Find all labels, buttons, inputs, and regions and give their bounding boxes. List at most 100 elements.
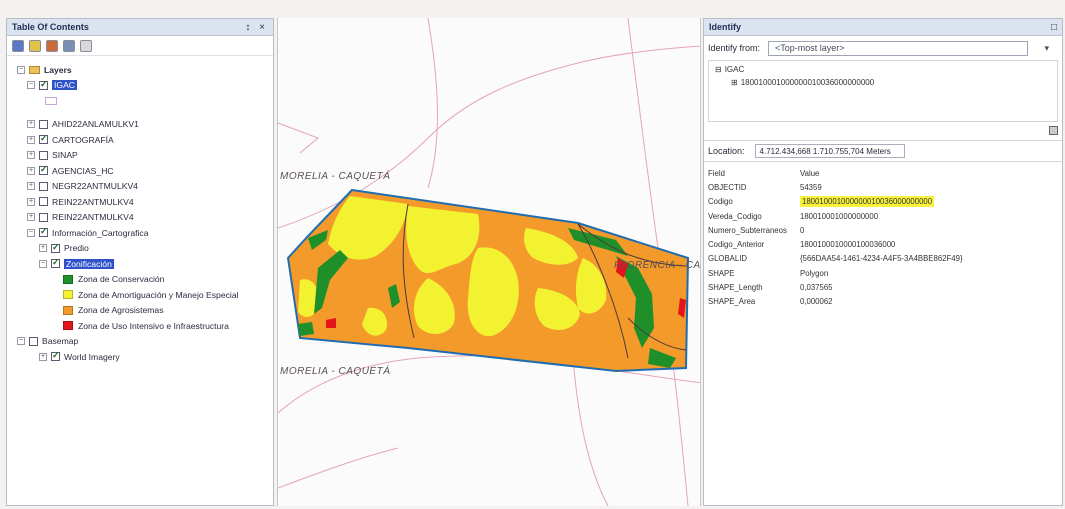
layer-checkbox[interactable] <box>39 181 48 191</box>
attribute-row[interactable]: OBJECTID 54359 <box>708 180 1058 194</box>
collapse-icon[interactable]: − <box>27 81 35 90</box>
attribute-field: SHAPE <box>708 268 735 278</box>
expand-icon[interactable]: + <box>27 120 35 129</box>
layer-item[interactable]: + NEGR22ANTMULKV4 <box>17 179 273 195</box>
expand-icon[interactable]: + <box>27 197 35 206</box>
location-label: Location: <box>708 146 745 156</box>
layer-item[interactable]: + REIN22ANTMULKV4 <box>17 210 273 226</box>
layer-label: REIN22ANTMULKV4 <box>52 212 134 223</box>
layer-checkbox[interactable] <box>39 133 48 145</box>
layer-checkbox[interactable] <box>51 350 60 362</box>
map-label-right: FLORENCIA - CAQ <box>614 260 701 271</box>
expand-icon[interactable]: + <box>27 213 35 222</box>
identify-from-select[interactable]: <Top-most layer> ▾ <box>768 40 1049 56</box>
identify-from-value: <Top-most layer> <box>775 43 845 53</box>
legend-item: Zona de Amortiguación y Manejo Especial <box>17 287 273 303</box>
legend-swatch <box>63 290 73 300</box>
layers-label: Layers <box>44 64 72 75</box>
attribute-row[interactable]: SHAPE_Length 0,037565 <box>708 280 1058 294</box>
layer-checkbox[interactable] <box>39 150 48 160</box>
collapse-icon[interactable]: − <box>27 228 35 237</box>
legend-label: Zona de Agrosistemas <box>78 305 164 316</box>
attribute-value: 180010001000000000 <box>800 211 879 221</box>
attribute-field: Codigo_Anterior <box>708 240 765 250</box>
map-label-top: MORELIA - CAQUETÁ <box>280 171 391 182</box>
attribute-row[interactable]: Codigo 180010001000000010036000000000 <box>708 195 1058 209</box>
options-button[interactable] <box>1049 126 1058 135</box>
collapse-icon[interactable]: − <box>39 259 47 268</box>
igac-symbol-swatch <box>45 96 57 105</box>
legend-label: Zona de Amortiguación y Manejo Especial <box>78 289 239 300</box>
attribute-value: {566DAA54-1461-4234-A4F5-3A4BBE862F49} <box>800 254 963 264</box>
attribute-row[interactable]: Numero_Subterraneos 0 <box>708 223 1058 237</box>
layer-checkbox[interactable] <box>39 164 48 176</box>
zona-amortiguacion-patches <box>298 196 607 337</box>
layer-item[interactable]: + CARTOGRAFÍA <box>17 132 273 148</box>
layer-igac[interactable]: − IGAC <box>17 78 273 94</box>
list-by-source-icon[interactable] <box>29 39 41 52</box>
legend-swatch <box>63 305 73 315</box>
attribute-field: Codigo <box>708 197 733 207</box>
layer-label: World Imagery <box>64 351 120 362</box>
layer-info-cartografica[interactable]: − Información_Cartografica <box>17 225 273 241</box>
collapse-icon[interactable]: ⊟ <box>715 65 722 74</box>
layer-zonificacion[interactable]: − Zonificación <box>17 256 273 272</box>
result-feature[interactable]: ⊞ 180010001000000010036000000000 <box>715 76 1051 89</box>
legend-item: Zona de Conservación <box>17 272 273 288</box>
expand-icon[interactable]: + <box>39 352 47 361</box>
layer-checkbox[interactable] <box>39 119 48 129</box>
result-root[interactable]: ⊟ IGAC <box>715 63 1051 76</box>
attribute-field: SHAPE_Length <box>708 283 763 293</box>
layer-basemap[interactable]: − Basemap <box>17 334 273 350</box>
layer-predio[interactable]: + Predio <box>17 241 273 257</box>
result-root-label: IGAC <box>724 65 745 74</box>
attribute-row[interactable]: GLOBALID {566DAA54-1461-4234-A4F5-3A4BBE8… <box>708 252 1058 266</box>
layer-tree: − Layers − IGAC + AHID22ANLAMULKV1 + CARTOG… <box>7 56 273 365</box>
map-view[interactable]: MORELIA - CAQUETÁ FLORENCIA - CAQ MORELI… <box>277 18 701 506</box>
attribute-row[interactable]: SHAPE Polygon <box>708 266 1058 280</box>
map-label-bottom: MORELIA - CAQUETÁ <box>280 366 391 377</box>
layer-checkbox[interactable] <box>39 212 48 222</box>
layer-checkbox[interactable] <box>39 226 48 238</box>
map-canvas[interactable] <box>278 18 701 506</box>
collapse-icon[interactable]: − <box>17 65 25 74</box>
attribute-value: 54359 <box>800 182 822 192</box>
layer-item[interactable]: + AHID22ANLAMULKV1 <box>17 117 273 133</box>
legend-item: Zona de Agrosistemas <box>17 303 273 319</box>
identify-from-label: Identify from: <box>708 43 761 53</box>
layer-world-imagery[interactable]: + World Imagery <box>17 349 273 365</box>
expand-icon[interactable]: + <box>27 135 35 144</box>
expand-icon[interactable]: + <box>39 244 47 253</box>
expand-icon[interactable]: + <box>27 182 35 191</box>
expand-icon[interactable]: ⊞ <box>731 78 738 87</box>
list-by-visibility-icon[interactable] <box>46 39 58 52</box>
layer-item[interactable]: + REIN22ANTMULKV4 <box>17 194 273 210</box>
attribute-value: 180010001000000010036000000000 <box>800 196 935 208</box>
layer-item[interactable]: + AGENCIAS_HC <box>17 163 273 179</box>
list-by-selection-icon[interactable] <box>63 39 75 52</box>
pin-close-icon[interactable]: ↕ × <box>245 21 268 33</box>
splitter[interactable] <box>704 122 1062 140</box>
toc-titlebar: Table Of Contents ↕ × <box>7 19 273 36</box>
field-header: Field <box>708 168 725 178</box>
collapse-icon[interactable]: − <box>17 337 25 346</box>
layer-checkbox[interactable] <box>39 79 48 90</box>
expand-icon[interactable]: + <box>27 151 35 160</box>
attribute-row[interactable]: SHAPE_Area 0,000062 <box>708 295 1058 309</box>
layer-label: NEGR22ANTMULKV4 <box>52 181 138 192</box>
layer-checkbox[interactable] <box>29 336 38 346</box>
attribute-row[interactable]: Codigo_Anterior 1800100010000100036000 <box>708 237 1058 251</box>
layer-checkbox[interactable] <box>51 257 60 269</box>
attribute-row[interactable]: Vereda_Codigo 180010001000000000 <box>708 209 1058 223</box>
layer-checkbox[interactable] <box>51 242 60 253</box>
window-icon[interactable]: □ <box>1050 21 1057 33</box>
layer-item[interactable]: + SINAP <box>17 148 273 164</box>
options-icon[interactable] <box>80 39 92 52</box>
layer-checkbox[interactable] <box>39 197 48 207</box>
attribute-field: Vereda_Codigo <box>708 211 762 221</box>
expand-icon[interactable]: + <box>27 166 35 175</box>
list-by-drawing-order-icon[interactable] <box>12 39 24 52</box>
attribute-grid: Field Value OBJECTID 54359 Codigo 180010001… <box>704 162 1062 313</box>
chevron-down-icon[interactable]: ▾ <box>1044 42 1050 53</box>
layers-root[interactable]: − Layers <box>17 62 273 78</box>
